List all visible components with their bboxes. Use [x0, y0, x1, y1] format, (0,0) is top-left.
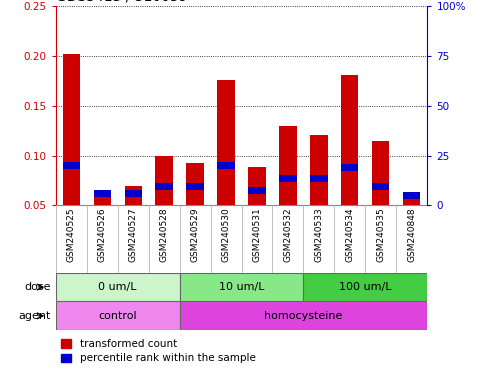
Bar — [280, 175, 297, 182]
Text: GSM240528: GSM240528 — [159, 207, 169, 262]
Bar — [372, 183, 389, 190]
Text: dose: dose — [24, 282, 51, 292]
Bar — [94, 194, 111, 205]
Bar — [125, 187, 142, 205]
Bar — [341, 74, 358, 205]
Bar — [156, 156, 172, 205]
Text: GSM240531: GSM240531 — [253, 207, 261, 262]
Bar — [62, 54, 80, 205]
Bar — [311, 175, 327, 182]
Bar — [248, 167, 266, 205]
Bar — [186, 162, 203, 205]
Bar — [56, 301, 180, 330]
Bar — [94, 190, 111, 197]
Bar — [62, 162, 80, 169]
Bar — [186, 183, 203, 190]
Bar — [341, 164, 358, 171]
Bar — [248, 187, 266, 194]
Text: GSM240535: GSM240535 — [376, 207, 385, 262]
Bar — [372, 141, 389, 205]
Text: GSM240532: GSM240532 — [284, 207, 293, 262]
Text: homocysteine: homocysteine — [264, 311, 342, 321]
Bar — [156, 183, 172, 190]
Bar — [180, 301, 427, 330]
Bar — [217, 162, 235, 169]
Bar — [403, 192, 421, 199]
Text: control: control — [98, 311, 137, 321]
Text: 0 um/L: 0 um/L — [98, 282, 137, 292]
Legend: transformed count, percentile rank within the sample: transformed count, percentile rank withi… — [61, 339, 256, 363]
Text: GSM240530: GSM240530 — [222, 207, 230, 262]
Text: GSM240848: GSM240848 — [408, 207, 416, 262]
Text: GSM240534: GSM240534 — [345, 207, 355, 262]
Bar — [280, 126, 297, 205]
Text: agent: agent — [18, 311, 51, 321]
Bar — [56, 273, 180, 301]
Text: GSM240529: GSM240529 — [190, 207, 199, 262]
Bar — [403, 192, 421, 205]
Bar — [311, 134, 327, 205]
Text: GDS3413 / 310039: GDS3413 / 310039 — [56, 0, 187, 3]
Bar — [217, 79, 235, 205]
Text: 100 um/L: 100 um/L — [339, 282, 392, 292]
Text: GSM240527: GSM240527 — [128, 207, 138, 262]
Bar — [303, 273, 427, 301]
Text: 10 um/L: 10 um/L — [219, 282, 264, 292]
Text: GSM240526: GSM240526 — [98, 207, 107, 262]
Bar — [125, 190, 142, 197]
Text: GSM240525: GSM240525 — [67, 207, 75, 262]
Text: GSM240533: GSM240533 — [314, 207, 324, 262]
Bar — [180, 273, 303, 301]
